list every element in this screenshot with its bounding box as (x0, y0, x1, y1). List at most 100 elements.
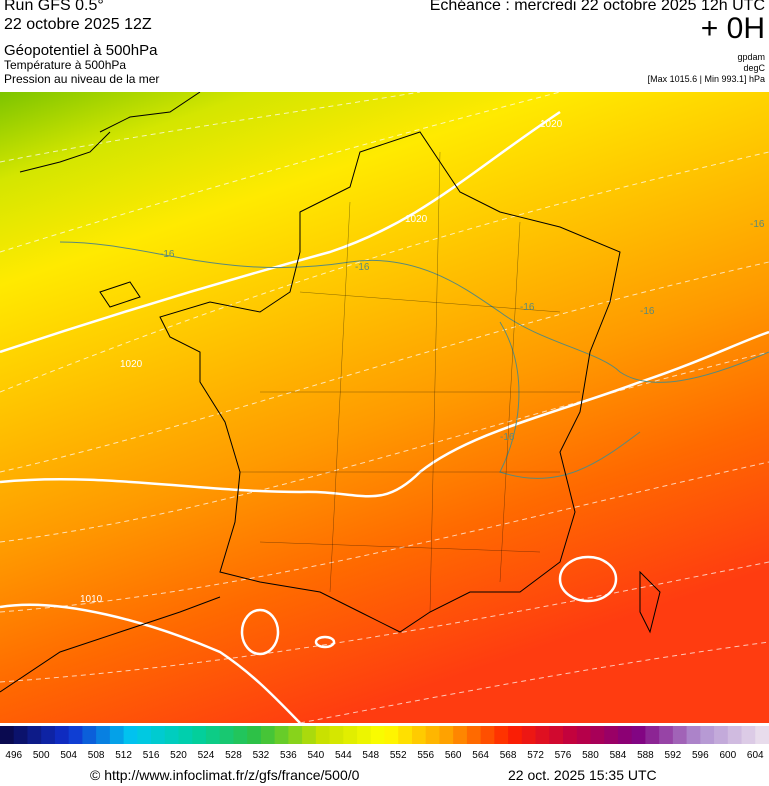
colorbar-label: 588 (637, 750, 654, 761)
isobars (0, 110, 769, 723)
forecast-label: Echéance : mercredi 22 octobre 2025 12h … (429, 0, 765, 14)
colorbar-swatch (0, 726, 15, 744)
colorbar-swatch (521, 726, 537, 744)
colorbar-label: 580 (582, 750, 599, 761)
colorbar-swatch (302, 726, 317, 744)
colorbar-swatch (123, 726, 138, 744)
param-sub: Température à 500hPa (4, 58, 127, 72)
colorbar-label: 540 (307, 750, 325, 761)
colorbar-swatch (54, 726, 70, 744)
colorbar-label: 568 (499, 750, 517, 761)
colorbar-label: 536 (280, 750, 297, 761)
colorbar-swatch (453, 726, 468, 744)
contour-label: -16 (355, 262, 370, 273)
colorbar-swatch (398, 726, 413, 744)
colorbar-label: 564 (472, 750, 489, 761)
colorbar-swatch (205, 726, 221, 744)
colorbar-swatch (370, 726, 385, 744)
colorbar-swatch (219, 726, 234, 744)
colorbar-swatch (659, 726, 674, 744)
colorbar-swatch (535, 726, 550, 744)
colorbar-swatch (247, 726, 262, 744)
colorbar-swatch (714, 726, 729, 744)
unit-label: degC (743, 63, 765, 73)
colorbar-swatch (109, 726, 125, 744)
colorbar-swatch (508, 726, 523, 744)
colorbar-label: 604 (746, 750, 764, 761)
colorbar-swatch (13, 726, 28, 744)
colorbar-label: 500 (32, 750, 50, 761)
colorbar-swatch (137, 726, 152, 744)
colorbar-label: 584 (609, 750, 627, 761)
contour-label: -16 (750, 219, 765, 230)
forecast-offset: + 0H (700, 12, 765, 45)
pressure-range: [Max 1015.6 | Min 993.1] hPa (647, 74, 765, 84)
colorbar-swatch (466, 726, 482, 744)
contour-label: 1010 (80, 594, 103, 605)
contour-label: 1020 (405, 214, 428, 225)
colorbar-swatch (274, 726, 289, 744)
colorbar-label: 560 (444, 750, 462, 761)
colorbar-swatch (576, 726, 591, 744)
colorbar-swatch (686, 726, 701, 744)
colorbar-label: 556 (417, 750, 435, 761)
colorbar-swatch (357, 726, 372, 744)
contour-label: 1020 (540, 119, 563, 130)
colorbar-swatch (439, 726, 454, 744)
colorbar-swatch (192, 726, 207, 744)
colorbar (0, 726, 769, 744)
colorbar-swatch (27, 726, 42, 744)
colorbar-swatch (494, 726, 509, 744)
colorbar-swatch (384, 726, 399, 744)
colorbar-label: 524 (197, 750, 215, 761)
colorbar-swatch (590, 726, 605, 744)
colorbar-label: 512 (115, 750, 132, 761)
colorbar-swatch (604, 726, 619, 744)
colorbar-swatch (727, 726, 743, 744)
borders (240, 151, 580, 613)
colorbar-swatch (425, 726, 440, 744)
map: 1020 1020 1020 1010 -16 -16 -16 -16 -16 -16 (0, 92, 769, 723)
colorbar-swatch (755, 726, 769, 744)
colorbar-swatch (645, 726, 660, 744)
colorbar-swatch (233, 726, 248, 744)
colorbar-label: 576 (554, 750, 572, 761)
colorbar-label: 552 (389, 750, 407, 761)
coastlines (0, 92, 661, 693)
contour-label: -16 (500, 432, 515, 443)
colorbar-label: 520 (170, 750, 187, 761)
colorbar-label: 496 (5, 750, 23, 761)
colorbar-swatch (164, 726, 180, 744)
colorbar-swatch (480, 726, 495, 744)
colorbar-swatch (563, 726, 578, 744)
contour-label: -16 (640, 306, 655, 317)
colorbar-swatch (151, 726, 166, 744)
colorbar-swatch (549, 726, 564, 744)
source-url: © http://www.infoclimat.fr/z/gfs/france/… (90, 767, 360, 783)
colorbar-swatch (329, 726, 344, 744)
run-label: Run GFS 0.5° (4, 0, 104, 14)
colorbar-labels: 496 500 504 508 512 516 520 524 528 532 536 540 544 5… (0, 750, 769, 764)
contour-label: 1020 (120, 359, 143, 370)
colorbar-label: 572 (527, 750, 544, 761)
colorbar-swatch (411, 726, 427, 744)
colorbar-swatch (741, 726, 756, 744)
colorbar-label: 532 (252, 750, 270, 761)
colorbar-swatch (343, 726, 358, 744)
contour-label: -16 (520, 302, 535, 313)
colorbar-label: 544 (334, 750, 352, 761)
contour-labels: 1020 1020 1020 1010 -16 -16 -16 -16 -16 -16 (80, 119, 765, 605)
colorbar-swatch (700, 726, 715, 744)
colorbar-swatch (260, 726, 276, 744)
colorbar-swatch (178, 726, 193, 744)
colorbar-swatch (41, 726, 56, 744)
colorbar-swatch (82, 726, 97, 744)
colorbar-label: 600 (719, 750, 737, 761)
isobars-dashed (0, 92, 769, 723)
colorbar-label: 592 (664, 750, 682, 761)
contour-label: -16 (160, 249, 175, 260)
colorbar-swatch (315, 726, 331, 744)
param-title: Géopotentiel à 500hPa (4, 42, 158, 59)
colorbar-swatch (288, 726, 303, 744)
